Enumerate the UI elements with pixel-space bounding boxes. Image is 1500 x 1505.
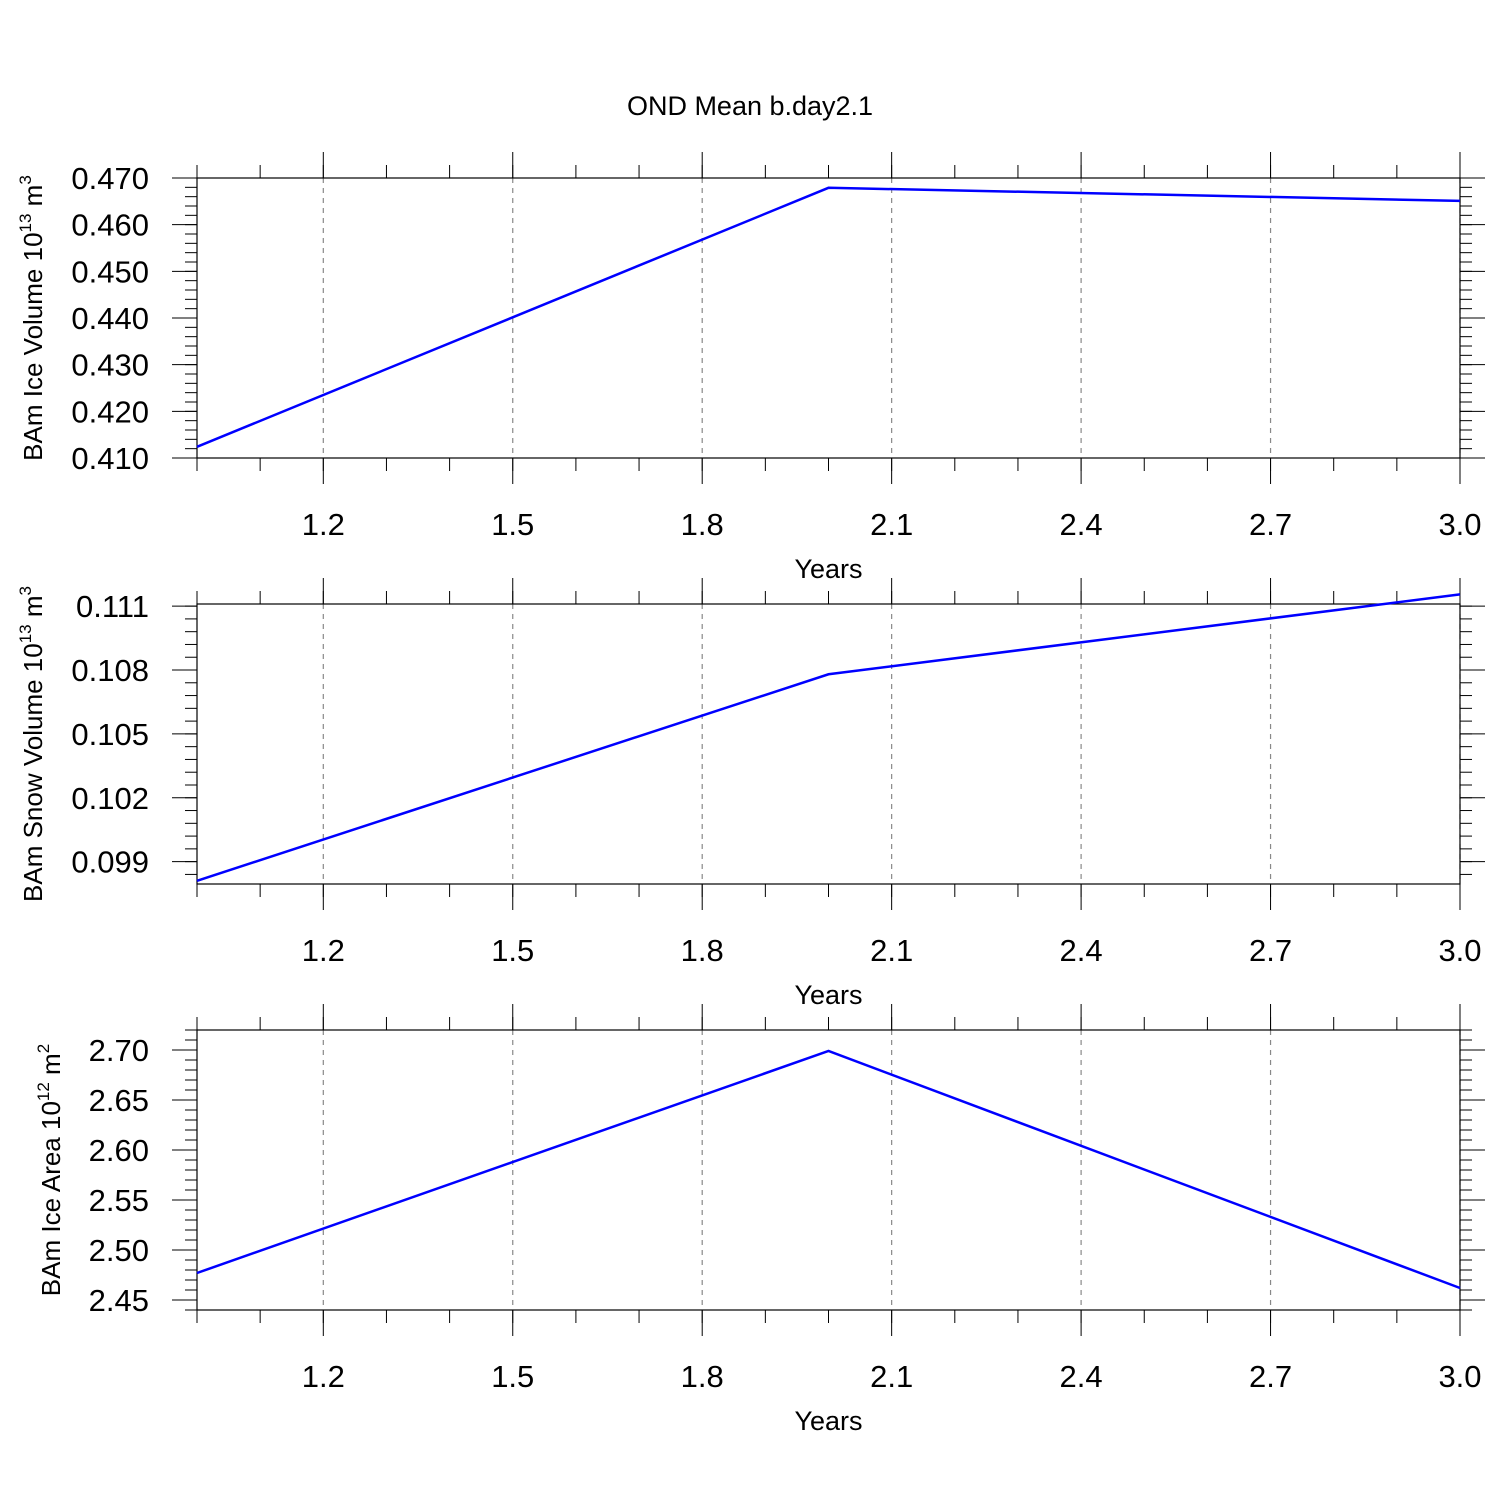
y-axis-title: BAm Ice Area 1012 m2: [34, 1044, 66, 1296]
y-axis-title-part: 12: [34, 1082, 53, 1101]
x-tick-label: 1.2: [302, 507, 345, 542]
y-tick-label: 0.102: [71, 781, 149, 816]
y-axis-title: BAm Ice Volume 1013 m3: [16, 175, 48, 461]
y-tick-label: 2.70: [89, 1033, 149, 1068]
y-tick-label: 0.450: [71, 254, 149, 289]
y-tick-label: 0.108: [71, 653, 149, 688]
y-tick-label: 0.440: [71, 301, 149, 336]
y-tick-label: 2.45: [89, 1283, 149, 1318]
x-tick-label: 3.0: [1438, 1359, 1481, 1394]
x-tick-label: 1.2: [302, 933, 345, 968]
series-line: [196, 1049, 1461, 1290]
y-axis-title: BAm Snow Volume 1013 m3: [16, 586, 48, 902]
x-axis-title: Years: [794, 980, 862, 1010]
y-tick-label: 0.111: [76, 589, 149, 624]
y-axis-title-part: 3: [16, 586, 35, 595]
y-tick-label: 0.105: [71, 717, 149, 752]
x-tick-label: 2.7: [1249, 933, 1292, 968]
plot-frame: [196, 1029, 1461, 1311]
y-tick-label: 2.50: [89, 1233, 149, 1268]
series-line: [196, 593, 1461, 882]
x-tick-label: 2.1: [870, 507, 913, 542]
x-axis-title: Years: [794, 1406, 862, 1436]
x-tick-label: 1.8: [681, 933, 724, 968]
y-tick-label: 2.60: [89, 1133, 149, 1168]
x-tick-label: 2.4: [1060, 1359, 1103, 1394]
y-tick-label: 0.099: [71, 845, 149, 880]
y-tick-label: 0.420: [71, 394, 149, 429]
series-line: [196, 186, 1461, 448]
y-axis-title-part: 2: [34, 1044, 53, 1053]
y-tick-label: 0.410: [71, 441, 149, 476]
x-tick-label: 1.8: [681, 1359, 724, 1394]
y-axis-title-part: BAm Snow Volume 10: [18, 643, 48, 902]
plot-frame: [196, 603, 1461, 885]
y-axis-title-part: BAm Ice Area 10: [36, 1101, 66, 1296]
x-tick-label: 1.5: [491, 933, 534, 968]
y-axis-title-part: 3: [16, 175, 35, 184]
y-axis-title-part: m: [36, 1053, 66, 1082]
x-tick-label: 2.7: [1249, 507, 1292, 542]
y-axis-title-part: BAm Ice Volume 10: [18, 232, 48, 460]
x-tick-label: 2.1: [870, 933, 913, 968]
y-tick-label: 2.55: [89, 1183, 149, 1218]
x-tick-label: 2.4: [1060, 933, 1103, 968]
x-tick-label: 1.5: [491, 507, 534, 542]
y-tick-label: 0.460: [71, 208, 149, 243]
y-axis-title-part: 13: [16, 624, 35, 643]
plot-frame: [196, 177, 1461, 459]
x-tick-label: 2.7: [1249, 1359, 1292, 1394]
y-axis-title-part: 13: [16, 214, 35, 233]
x-axis-title: Years: [794, 554, 862, 584]
x-tick-label: 2.1: [870, 1359, 913, 1394]
x-tick-label: 1.8: [681, 507, 724, 542]
y-tick-label: 0.430: [71, 348, 149, 383]
x-tick-label: 3.0: [1438, 933, 1481, 968]
chart-title: OND Mean b.day2.1: [627, 91, 873, 121]
y-tick-label: 2.65: [89, 1083, 149, 1118]
x-tick-label: 2.4: [1060, 507, 1103, 542]
y-axis-title-part: m: [18, 185, 48, 214]
y-tick-label: 0.470: [71, 161, 149, 196]
x-tick-label: 3.0: [1438, 507, 1481, 542]
x-tick-label: 1.5: [491, 1359, 534, 1394]
x-tick-label: 1.2: [302, 1359, 345, 1394]
y-axis-title-part: m: [18, 595, 48, 624]
